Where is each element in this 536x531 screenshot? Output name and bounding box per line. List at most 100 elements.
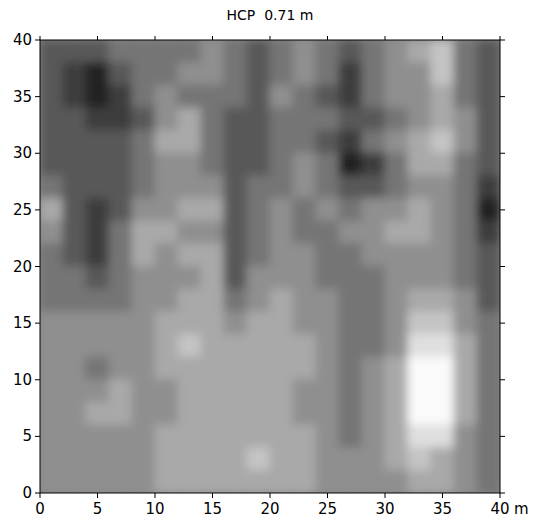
cell: [408, 40, 432, 63]
cell: [454, 153, 478, 177]
cell: [477, 62, 501, 86]
x-tick-top: [155, 36, 156, 40]
cell: [132, 266, 156, 290]
cell: [224, 85, 248, 109]
cell: [477, 425, 501, 449]
cell: [247, 334, 271, 358]
cell: [477, 289, 501, 313]
cell: [201, 357, 225, 381]
y-tick: [35, 379, 40, 380]
cell: [109, 447, 133, 471]
cell: [201, 311, 225, 335]
cell: [201, 198, 225, 222]
cell: [155, 402, 179, 426]
cell: [477, 402, 501, 426]
cells: [40, 40, 500, 493]
cell: [132, 175, 156, 199]
cell: [270, 40, 294, 63]
cell: [224, 311, 248, 335]
cell: [132, 85, 156, 109]
x-tick-top: [327, 36, 328, 40]
cell: [178, 221, 202, 245]
cell: [477, 175, 501, 199]
cell: [454, 85, 478, 109]
cell: [178, 107, 202, 131]
cell: [293, 62, 317, 86]
cell: [270, 107, 294, 131]
cell: [224, 175, 248, 199]
cell: [385, 175, 409, 199]
cell: [454, 470, 478, 493]
cell: [109, 107, 133, 131]
cell: [385, 243, 409, 267]
cell: [477, 153, 501, 177]
cell: [224, 425, 248, 449]
cell: [63, 40, 87, 63]
cell: [201, 447, 225, 471]
cell: [86, 85, 110, 109]
cell: [109, 425, 133, 449]
cell: [63, 175, 87, 199]
cell: [40, 470, 64, 493]
cell: [40, 85, 64, 109]
cell: [86, 470, 110, 493]
cell: [155, 40, 179, 63]
cell: [178, 40, 202, 63]
cell: [270, 175, 294, 199]
cell: [40, 243, 64, 267]
cell: [362, 153, 386, 177]
cell: [40, 379, 64, 403]
cell: [431, 175, 455, 199]
cell: [63, 425, 87, 449]
cell: [316, 425, 340, 449]
cell: [155, 85, 179, 109]
cell: [454, 289, 478, 313]
cell: [408, 289, 432, 313]
cell: [293, 130, 317, 154]
cell: [408, 85, 432, 109]
cell: [132, 402, 156, 426]
cell: [270, 425, 294, 449]
cell: [339, 402, 363, 426]
cell: [293, 40, 317, 63]
x-tick: [385, 493, 386, 498]
y-tick: [35, 209, 40, 210]
cell: [339, 289, 363, 313]
x-tick: [442, 493, 443, 498]
cell: [224, 198, 248, 222]
cell: [86, 175, 110, 199]
cell: [385, 402, 409, 426]
cell: [339, 62, 363, 86]
cell: [247, 243, 271, 267]
cell: [201, 62, 225, 86]
cell: [431, 85, 455, 109]
cell: [362, 334, 386, 358]
cell: [247, 357, 271, 381]
cell: [431, 357, 455, 381]
cell: [40, 175, 64, 199]
cell: [40, 447, 64, 471]
cell: [109, 266, 133, 290]
cell: [247, 40, 271, 63]
cell: [40, 334, 64, 358]
y-tick-label: 40: [13, 31, 32, 49]
cell: [293, 153, 317, 177]
x-tick-label: 30: [375, 500, 394, 518]
cell: [408, 107, 432, 131]
cell: [293, 221, 317, 245]
y-tick-right: [500, 153, 505, 154]
cell: [132, 289, 156, 313]
title: HCP 0.71 m: [227, 7, 314, 23]
cell: [362, 130, 386, 154]
cell: [178, 175, 202, 199]
cell: [270, 130, 294, 154]
cell: [86, 311, 110, 335]
cell: [385, 289, 409, 313]
cell: [109, 198, 133, 222]
cell: [316, 402, 340, 426]
cell: [201, 153, 225, 177]
cell: [385, 357, 409, 381]
cell: [40, 266, 64, 290]
cell: [86, 107, 110, 131]
y-tick: [35, 266, 40, 267]
